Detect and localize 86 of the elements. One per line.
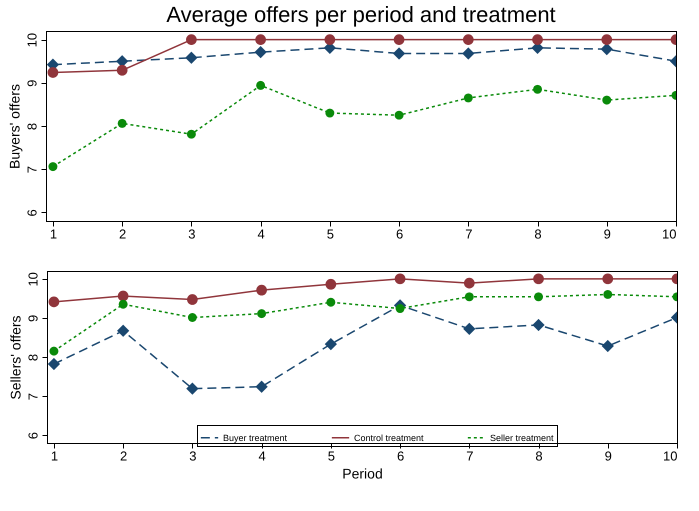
y-tick-label: 9 — [24, 80, 40, 87]
point — [186, 382, 199, 395]
point — [256, 80, 266, 90]
point — [185, 52, 198, 64]
y-axis-title: Buyers' offers — [6, 84, 22, 169]
point — [255, 380, 268, 393]
legend-label: Seller treatment — [490, 432, 554, 443]
point — [394, 273, 406, 284]
y-tick-label: 8 — [26, 354, 40, 362]
point — [118, 300, 128, 309]
point — [48, 162, 58, 172]
point — [602, 96, 612, 105]
point — [254, 46, 267, 58]
point — [326, 298, 336, 307]
x-tick-label: 7 — [466, 448, 474, 464]
point — [48, 358, 60, 370]
x-tick-label: 5 — [328, 448, 335, 464]
x-tick-label: 5 — [326, 226, 334, 242]
point — [186, 130, 196, 139]
legend-label: Buyer treatment — [223, 432, 288, 443]
point — [462, 47, 474, 60]
point — [257, 309, 266, 318]
y-tick-label: 10 — [24, 32, 40, 48]
x-tick-label: 1 — [50, 448, 58, 464]
y-tick-label: 7 — [26, 392, 40, 400]
point — [49, 346, 58, 356]
point — [325, 278, 336, 290]
point — [603, 290, 612, 299]
legend-label: Control treatment — [354, 432, 424, 443]
point — [464, 292, 474, 302]
x-tick-label: 4 — [258, 448, 266, 464]
y-tick-label: 7 — [24, 166, 40, 174]
x-tick-label: 8 — [534, 226, 542, 242]
point — [602, 273, 614, 284]
point — [600, 43, 613, 56]
x-tick-label: 3 — [189, 448, 196, 464]
point — [463, 322, 476, 335]
x-tick-label: 2 — [119, 226, 126, 242]
point — [394, 34, 404, 45]
point — [602, 340, 614, 352]
point — [533, 273, 544, 284]
point — [118, 290, 129, 302]
x-tick-label: 9 — [604, 226, 611, 242]
y-tick-label: 6 — [26, 432, 40, 440]
point — [325, 108, 334, 118]
point — [186, 34, 197, 45]
x-tick-label: 6 — [396, 448, 404, 464]
x-tick-label: 8 — [535, 448, 543, 464]
point — [392, 47, 406, 60]
point — [396, 304, 405, 313]
point — [462, 34, 474, 45]
point — [464, 278, 475, 288]
x-tick-label: 10 — [662, 226, 676, 242]
point — [324, 34, 336, 45]
x-tick-label: 2 — [120, 448, 128, 464]
x-axis-title: Period — [342, 466, 383, 482]
x-tick-label: 4 — [258, 226, 265, 242]
x-tick-label: 6 — [396, 226, 404, 242]
point — [255, 34, 266, 45]
point — [256, 284, 267, 296]
y-tick-label: 10 — [26, 272, 40, 287]
point — [532, 34, 543, 45]
y-tick-label: 6 — [24, 209, 40, 216]
point — [116, 64, 128, 76]
point — [394, 110, 404, 120]
y-axis-title: Sellers' offers — [8, 315, 24, 400]
point — [532, 318, 545, 332]
point — [534, 292, 544, 302]
point — [118, 118, 127, 128]
point — [48, 67, 58, 78]
x-tick-label: 3 — [188, 226, 196, 242]
point — [117, 324, 130, 337]
point — [48, 296, 60, 308]
y-tick-label: 9 — [26, 314, 40, 322]
point — [324, 338, 337, 350]
point — [533, 84, 542, 94]
x-tick-label: 10 — [663, 448, 678, 464]
x-tick-label: 7 — [465, 226, 472, 242]
y-tick-label: 8 — [24, 122, 40, 130]
point — [601, 34, 612, 45]
x-tick-label: 9 — [604, 448, 612, 464]
chart-title: Average offers per period and treatment — [166, 2, 556, 27]
point — [187, 294, 198, 305]
point — [464, 93, 473, 102]
point — [188, 313, 197, 322]
x-tick-label: 1 — [50, 226, 58, 242]
